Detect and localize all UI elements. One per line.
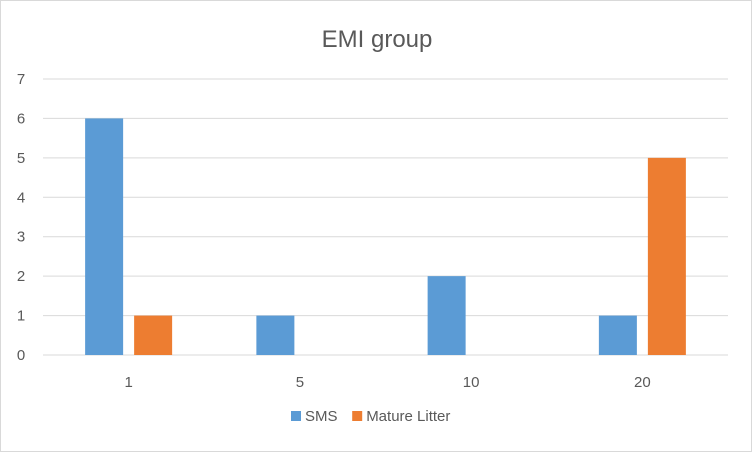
bar-sms bbox=[85, 118, 124, 355]
gridlines bbox=[43, 78, 728, 356]
bar-sms bbox=[427, 276, 466, 355]
legend-label: SMS bbox=[305, 408, 338, 425]
y-tick-label: 6 bbox=[17, 110, 25, 127]
y-tick-label: 0 bbox=[17, 347, 25, 364]
x-tick-label: 10 bbox=[463, 374, 480, 391]
x-tick-label: 5 bbox=[296, 374, 304, 391]
bar-mature-litter bbox=[647, 157, 686, 355]
y-tick-label: 2 bbox=[17, 268, 25, 285]
y-tick-label: 7 bbox=[17, 71, 25, 88]
bar-sms bbox=[598, 315, 637, 355]
bars bbox=[85, 118, 686, 355]
y-axis-ticks: 0 1 2 3 4 5 6 7 bbox=[17, 71, 25, 364]
chart-title: EMI group bbox=[322, 26, 433, 53]
y-tick-label: 4 bbox=[17, 189, 25, 206]
x-tick-label: 1 bbox=[124, 374, 132, 391]
legend-label: Mature Litter bbox=[366, 408, 450, 425]
legend-swatch-mature-litter bbox=[352, 411, 363, 421]
legend: SMS Mature Litter bbox=[291, 408, 450, 425]
bar-mature-litter bbox=[134, 315, 173, 355]
bar-sms bbox=[256, 315, 295, 355]
y-tick-label: 5 bbox=[17, 150, 25, 167]
x-tick-label: 20 bbox=[634, 374, 651, 391]
y-tick-label: 1 bbox=[17, 308, 25, 325]
legend-swatch-sms bbox=[291, 411, 301, 421]
y-tick-label: 3 bbox=[17, 229, 25, 246]
x-axis-ticks: 1 5 10 20 bbox=[124, 374, 650, 391]
